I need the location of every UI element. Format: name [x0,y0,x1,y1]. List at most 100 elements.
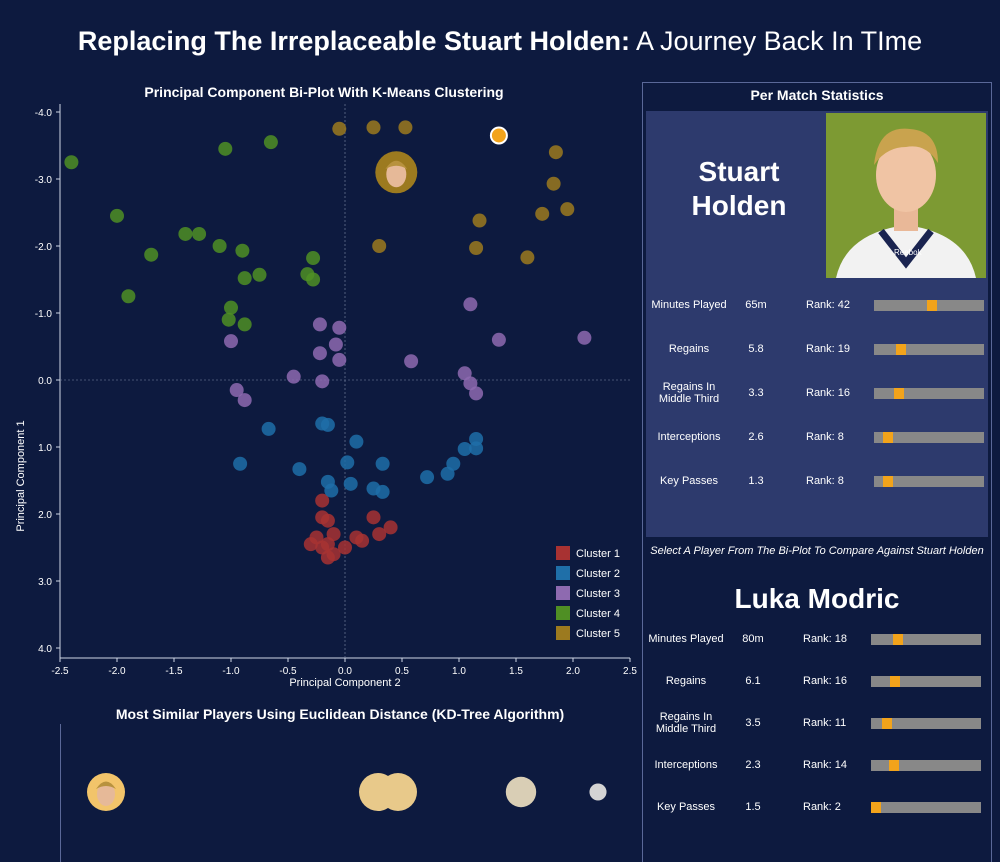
point-cluster-1[interactable] [338,540,352,555]
point-cluster-2[interactable] [292,462,307,477]
point-cluster-2[interactable] [469,441,484,456]
stat-value: 2.3 [745,759,761,771]
point-cluster-4[interactable] [224,300,238,315]
point-cluster-3[interactable] [463,297,478,312]
stat-label: Key Passes [659,475,719,487]
biplot-legend: Cluster 1 Cluster 2 Cluster 3 Cluster 4 Clus… [556,546,620,640]
similar-player-face [97,782,115,806]
legend-swatch [556,566,570,580]
biplot-points[interactable] [64,120,592,565]
point-cluster-5[interactable] [546,176,561,191]
point-cluster-3[interactable] [491,332,506,347]
point-cluster-3[interactable] [312,346,327,361]
point-cluster-2[interactable] [446,456,461,471]
point-cluster-2[interactable] [420,470,435,485]
similar-player-bubble[interactable] [505,776,537,808]
stat-rank: Rank: 16 [806,387,851,399]
legend-label: Cluster 3 [576,588,620,600]
point-cluster-1[interactable] [355,533,370,548]
point-cluster-5[interactable] [366,120,381,135]
point-cluster-2[interactable] [375,456,390,471]
similar-player-bubble[interactable] [589,783,607,801]
point-cluster-2[interactable] [324,483,339,498]
point-cluster-2[interactable] [457,442,472,457]
y-tick-label: 3.0 [38,577,52,588]
biplot-chart[interactable]: -2.5 -2.0 -1.5 -1.0 -0.5 0.0 0.5 1.0 1.5 2.0 2.5 -4… [0,100,640,700]
point-cluster-5[interactable] [560,202,575,217]
point-cluster-1[interactable] [372,527,387,542]
point-cluster-2[interactable] [340,455,355,470]
point-cluster-1[interactable] [383,520,398,535]
x-tick-label: -0.5 [279,666,297,677]
point-cluster-1[interactable] [309,530,324,545]
point-cluster-4[interactable] [144,247,159,262]
stats-panel-title: Per Match Statistics [750,87,884,103]
point-cluster-1[interactable] [315,493,330,508]
selected-player-point[interactable] [489,126,508,145]
point-cluster-4[interactable] [212,239,227,253]
point-cluster-4[interactable] [306,272,321,287]
point-cluster-4[interactable] [192,226,207,241]
stat-label: Key Passes [656,801,716,813]
point-cluster-4[interactable] [121,289,136,304]
point-cluster-1[interactable] [366,510,381,525]
point-cluster-2[interactable] [261,421,276,436]
rank-bar-track [871,802,981,813]
similar-players-chart[interactable] [40,722,640,862]
point-cluster-3[interactable] [229,383,244,398]
biplot-title: Principal Component Bi-Plot With K-Means… [144,84,504,100]
point-cluster-4[interactable] [64,155,79,170]
point-cluster-2[interactable] [320,417,335,432]
point-cluster-5[interactable] [535,206,550,221]
rank-bar-track [874,300,984,311]
stat-rank: Rank: 8 [806,475,844,487]
compare-prompt: Select A Player From The Bi-Plot To Comp… [650,545,984,557]
stat-value: 2.6 [748,431,764,443]
point-cluster-2[interactable] [375,484,390,499]
stat-label: Regains [665,675,707,687]
rank-bar-track [874,476,984,487]
point-cluster-5[interactable] [398,120,413,135]
point-cluster-5[interactable] [332,121,347,136]
point-cluster-2[interactable] [233,456,248,471]
stat-rank: Rank: 14 [803,759,848,771]
point-cluster-2[interactable] [343,476,358,491]
point-cluster-4[interactable] [263,135,278,150]
stat-row: Regains 6.1 Rank: 16 [643,663,985,699]
point-cluster-3[interactable] [224,334,238,349]
point-cluster-3[interactable] [577,330,592,345]
point-cluster-3[interactable] [286,369,301,384]
point-cluster-4[interactable] [218,141,233,156]
point-cluster-4[interactable] [110,208,124,223]
stat-rank: Rank: 8 [806,431,844,443]
point-cluster-1[interactable] [320,513,335,528]
point-cluster-4[interactable] [235,243,250,258]
point-cluster-1[interactable] [320,550,335,565]
point-cluster-3[interactable] [469,386,484,401]
point-cluster-3[interactable] [237,393,252,408]
point-cluster-4[interactable] [306,251,321,266]
point-cluster-3[interactable] [328,337,343,352]
point-cluster-2[interactable] [349,434,364,449]
point-cluster-5[interactable] [372,239,387,253]
stat-rank: Rank: 42 [806,299,851,311]
rank-bar-track [874,432,984,443]
point-cluster-3[interactable] [332,320,347,335]
point-cluster-4[interactable] [178,226,193,241]
point-cluster-3[interactable] [315,374,330,389]
point-cluster-3[interactable] [332,352,347,367]
point-cluster-5[interactable] [520,250,535,265]
point-cluster-3[interactable] [404,354,419,369]
point-cluster-4[interactable] [221,312,236,327]
point-cluster-5[interactable] [472,213,487,228]
point-cluster-3[interactable] [312,317,327,332]
point-cluster-5[interactable] [548,145,563,160]
point-cluster-4[interactable] [237,317,252,332]
stat-row: Key Passes 1.3 Rank: 8 [646,463,988,499]
stat-row: Minutes Played 65m Rank: 42 [646,287,988,323]
similar-player-bubble[interactable] [379,773,417,811]
point-cluster-4[interactable] [252,267,267,282]
point-cluster-4[interactable] [237,271,252,286]
point-cluster-5[interactable] [469,241,484,256]
y-tick-label: 2.0 [38,510,52,521]
